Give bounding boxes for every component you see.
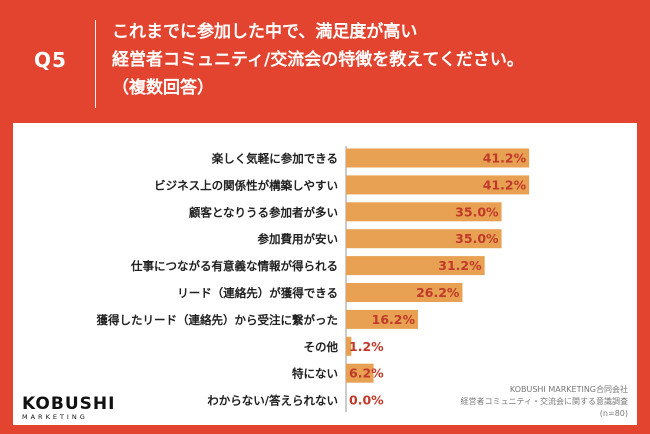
question-header: Q5 これまでに参加した中で、満足度が高い 経営者コミュニティ/交流会の特徴を教… (0, 0, 650, 122)
brand-subtitle: MARKETING (22, 413, 88, 421)
category-label: 参加費用が安い (257, 232, 339, 246)
bar (346, 175, 530, 195)
category-label: わからない/答えられない (207, 394, 338, 408)
bar (346, 256, 485, 276)
question-line-2: 経営者コミュニティ/交流会の特徴を教えてください。 (112, 50, 524, 70)
value-label: 35.0% (455, 204, 499, 219)
value-label: 41.2% (483, 177, 527, 192)
chart-panel: 楽しく気軽に参加できる 41.2% ビジネス上の関係性が構築しやすい 41.2% 顧客と… (13, 123, 637, 425)
question-text: これまでに参加した中で、満足度が高い 経営者コミュニティ/交流会の特徴を教えてく… (112, 18, 632, 102)
brand-logo: KOBUSHI MARKETING (22, 394, 115, 421)
value-label: 31.2% (438, 258, 482, 273)
value-label: 35.0% (455, 231, 499, 246)
bar-chart: 楽しく気軽に参加できる 41.2% ビジネス上の関係性が構築しやすい 41.2% 顧客と… (97, 146, 530, 413)
value-label: 26.2% (416, 285, 460, 300)
bar (346, 229, 502, 249)
header-divider (95, 20, 96, 108)
value-label: 1.2% (349, 339, 384, 354)
source-note: KOBUSHI MARKETING合同会社 経営者コミュニティ・交流会に関する意… (460, 384, 628, 420)
category-label: 仕事につながる有意義な情報が得られる (130, 259, 338, 273)
bar (346, 336, 352, 356)
category-label: 獲得したリード（連絡先）から受注に繋がった (97, 313, 339, 327)
source-line-2: 経営者コミュニティ・交流会に関する意識調査 (460, 397, 628, 406)
category-label: 楽しく気軽に参加できる (211, 152, 338, 166)
value-label: 16.2% (372, 312, 416, 327)
source-line-1: KOBUSHI MARKETING合同会社 (509, 385, 628, 394)
bar (346, 148, 530, 168)
bar (346, 202, 502, 222)
value-label: 6.2% (349, 366, 384, 381)
question-line-1: これまでに参加した中で、満足度が高い (112, 22, 418, 42)
bar (346, 309, 418, 329)
category-label: 顧客となりうる参加者が多い (189, 205, 338, 219)
source-line-3: (n=80) (599, 409, 628, 418)
category-label: その他 (304, 340, 339, 354)
question-line-3: （複数回答） (112, 78, 214, 98)
value-label: 0.0% (349, 393, 384, 408)
bar (346, 283, 463, 302)
question-number: Q5 (34, 48, 67, 72)
value-label: 41.2% (483, 151, 527, 166)
category-label: リード（連絡先）が獲得できる (177, 286, 338, 300)
category-label: ビジネス上の関係性が構築しやすい (154, 178, 338, 192)
category-label: 特にない (292, 367, 338, 381)
brand-name: KOBUSHI (22, 394, 116, 414)
bar (346, 363, 374, 383)
